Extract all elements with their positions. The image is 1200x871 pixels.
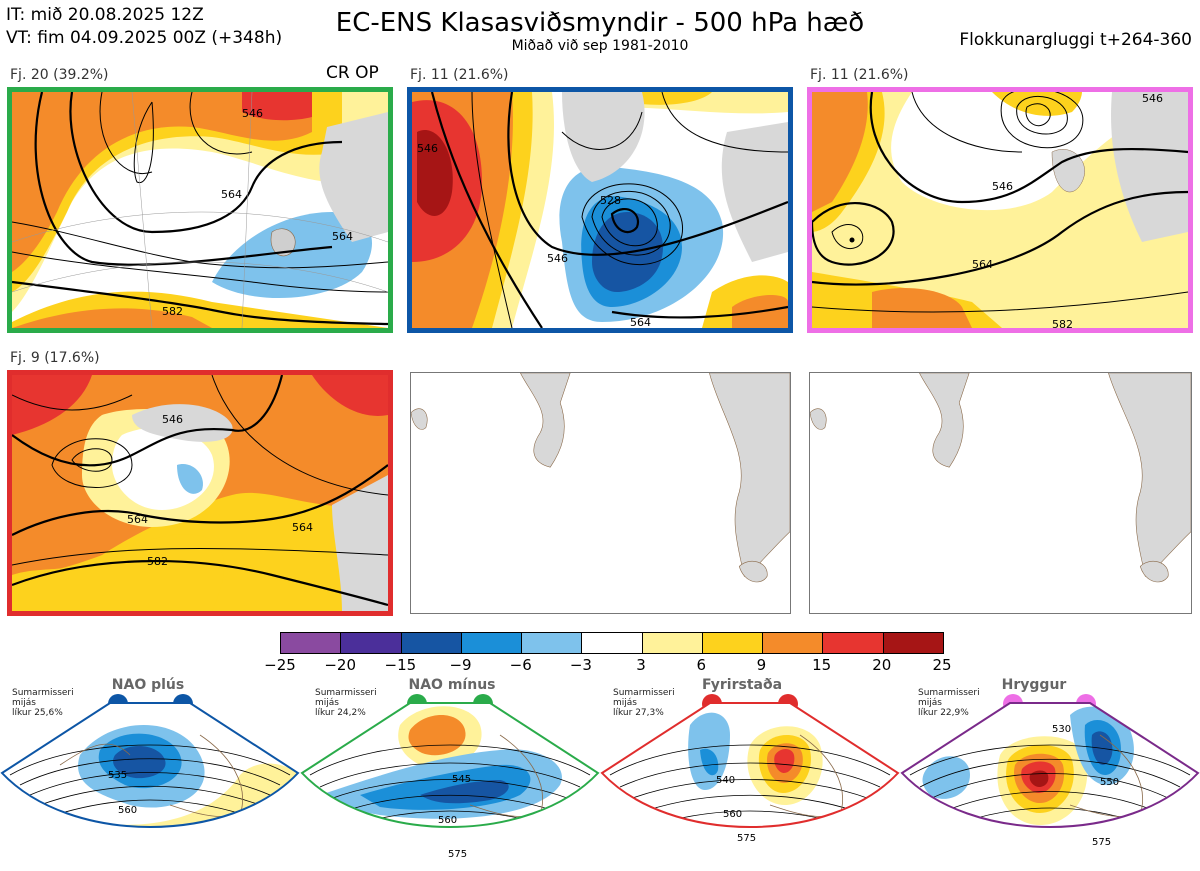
colorbar-label-8: 9: [756, 656, 767, 674]
regime-2-title: NAO mínus: [408, 677, 496, 693]
cluster-3-contour-a: 564: [972, 258, 993, 271]
regime-3-info: Sumarmisseri mijás líkur 27,3%: [613, 688, 675, 718]
colorbar-swatch-2: [401, 633, 462, 653]
regime-1-title: NAO plús: [111, 677, 185, 693]
colorbar-label-5: −3: [569, 656, 592, 674]
page-title: EC-ENS Klasasviðsmyndir - 500 hPa hæð: [335, 8, 865, 38]
regime-4-title: Hryggur: [1001, 677, 1067, 693]
page-subtitle: Miðað við sep 1981-2010: [511, 38, 689, 54]
regime-4-contour-a: 530: [1052, 724, 1071, 735]
colorbar-label-1: −20: [324, 656, 356, 674]
cluster-1-label: Fj. 20 (39.2%): [10, 67, 109, 83]
colorbar-swatch-0: [281, 633, 342, 653]
colorbar-label-6: 3: [636, 656, 646, 674]
colorbar-label-7: 6: [696, 656, 707, 674]
cluster-1-contour-c: 582: [162, 305, 183, 318]
colorbar-swatch-1: [341, 633, 402, 653]
colorbar-swatch-4: [522, 633, 583, 653]
cluster-2-contour-c: 564: [630, 316, 651, 328]
regime-2-contour-c: 575: [448, 849, 467, 860]
colorbar-swatch-9: [823, 633, 884, 653]
regime-3-map: 540 560 575: [600, 702, 900, 844]
cluster-4-map[interactable]: 546 564 582 564: [7, 370, 393, 616]
regime-4-info: Sumarmisseri mijás líkur 22,9%: [918, 688, 980, 718]
cluster-2-contour-b: 546: [547, 252, 568, 265]
colorbar-swatch-7: [702, 633, 764, 653]
cluster-3-contour-c: 582: [1052, 318, 1073, 328]
cluster-1-tag: CR OP: [326, 63, 379, 83]
regime-1-contour-b: 560: [118, 805, 137, 816]
cluster-1-contour-d: 546: [242, 107, 263, 120]
cluster-3-contour-b: 546: [992, 180, 1013, 193]
regime-2-info: Sumarmisseri mijás líkur 24,2%: [315, 688, 377, 718]
colorbar-swatch-8: [763, 633, 824, 653]
regime-1-info: Sumarmisseri mijás líkur 25,6%: [12, 688, 74, 718]
colorbar: [280, 632, 944, 654]
regime-1-map: 535 560: [0, 702, 300, 828]
empty-map-5: [410, 372, 791, 614]
colorbar-swatch-10: [883, 633, 943, 653]
colorbar-label-11: 25: [932, 656, 952, 674]
cluster-3-contour-d: 546: [1142, 92, 1163, 105]
colorbar-label-2: −15: [384, 656, 417, 674]
cluster-1-contour-a: 564: [221, 188, 242, 201]
cluster-3-map[interactable]: 564 546 582 546: [807, 87, 1193, 333]
cluster-4-contour-c: 582: [147, 555, 168, 568]
cluster-4-contour-d: 564: [292, 521, 313, 534]
init-time: IT: mið 20.08.2025 12Z: [6, 5, 204, 25]
colorbar-label-9: 15: [812, 656, 832, 674]
regime-2-contour-a: 545: [452, 774, 471, 785]
regime-3-contour-a: 540: [716, 775, 735, 786]
regime-2-map: 545 560 575: [300, 702, 600, 860]
empty-map-6: [809, 372, 1192, 614]
cluster-3-label: Fj. 11 (21.6%): [810, 67, 909, 83]
regime-2-contour-b: 560: [438, 815, 457, 826]
regime-1-contour-a: 535: [108, 770, 127, 781]
colorbar-label-10: 20: [872, 656, 892, 674]
cluster-1-contour-b: 564: [332, 230, 353, 243]
regime-3-title: Fyrirstaða: [701, 677, 783, 693]
cluster-4-contour-b: 564: [127, 513, 148, 526]
cluster-2-contour-a: 528: [600, 194, 621, 207]
clustering-window: Flokkunargluggi t+264-360: [959, 30, 1192, 50]
colorbar-label-4: −6: [509, 656, 532, 674]
cluster-2-label: Fj. 11 (21.6%): [410, 67, 509, 83]
regime-4-contour-b: 550: [1100, 777, 1119, 788]
regime-4-contour-c: 575: [1092, 837, 1111, 848]
cluster-2-contour-d: 546: [417, 142, 438, 155]
run-info: IT: mið 20.08.2025 12Z VT: fim 04.09.202…: [6, 4, 282, 50]
colorbar-swatch-3: [461, 633, 523, 653]
regime-3-contour-b: 560: [723, 809, 742, 820]
cluster-4-contour-a: 546: [162, 413, 183, 426]
valid-time: VT: fim 04.09.2025 00Z (+348h): [6, 28, 283, 48]
colorbar-swatch-5: [582, 633, 643, 653]
cluster-4-label: Fj. 9 (17.6%): [10, 350, 100, 366]
colorbar-label-3: −9: [449, 656, 472, 674]
regime-4-map: 530 550 575: [900, 702, 1200, 848]
regime-3-contour-c: 575: [737, 833, 756, 844]
colorbar-label-0: −25: [264, 656, 296, 674]
colorbar-swatch-6: [642, 633, 703, 653]
cluster-1-map[interactable]: 564 564 582 546: [7, 87, 393, 333]
cluster-2-map[interactable]: 528 546 564 546: [407, 87, 793, 333]
